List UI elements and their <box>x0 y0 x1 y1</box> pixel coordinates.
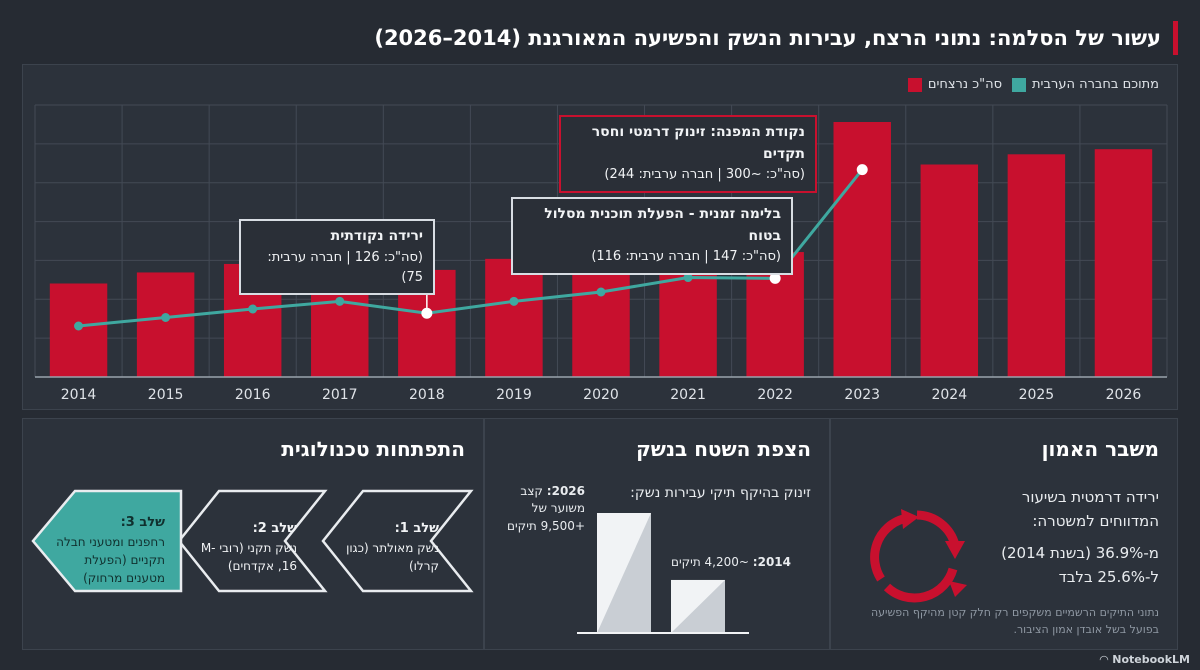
weapons-chart <box>577 513 749 634</box>
weapons-label-2014: 2014: ~4,200 תיקים <box>671 555 791 569</box>
page-title: עשור של הסלמה: נתוני הרצח, עבירות הנשק ו… <box>374 26 1161 50</box>
weapons-2014-text: ~4,200 תיקים <box>671 555 749 569</box>
x-tick-label: 2017 <box>322 387 358 403</box>
header-accent-bar <box>1173 21 1178 55</box>
x-tick-label: 2025 <box>1019 387 1055 403</box>
point-arab-2016 <box>248 304 258 314</box>
callout-brake-title: בלימה זמנית - הפעלת תוכנית מסלול בטוח <box>544 206 781 244</box>
chart-legend: סה"כ נרצחים מתוכם בחברה הערבית <box>907 77 1159 92</box>
chart-panel: 2014 2015 2016 2017 2018 2019 2020 2021 2022 2023… <box>22 64 1178 410</box>
brand-icon: ◠ <box>1099 653 1109 666</box>
trust-line1: ירידה דרמטית בשיעור המדווחים למשטרה: <box>1021 488 1159 530</box>
header: עשור של הסלמה: נתוני הרצח, עבירות הנשק ו… <box>22 18 1178 58</box>
callout-turning-title: נקודת המפנה: זינוק דרמטי וחסר תקדים <box>591 124 805 162</box>
stage1-arrow-icon <box>321 489 474 593</box>
tech-title: התפתחות טכנולוגית <box>281 437 465 461</box>
point-arab-2019 <box>509 296 519 306</box>
point-arab-2021 <box>683 273 693 283</box>
x-tick-label: 2015 <box>148 387 184 403</box>
x-tick-label: 2018 <box>409 387 445 403</box>
line-arab-series <box>78 168 864 328</box>
stage2-arrow-icon <box>177 489 328 593</box>
x-tick-label: 2016 <box>235 387 271 403</box>
bar-total-2026 <box>1094 149 1153 377</box>
legend-label-arab: מתוכם בחברה הערבית <box>1032 77 1159 92</box>
stage3-text: שלב 3: רחפנים ומטעני חבלה תקניים (הפעלת … <box>47 513 165 587</box>
x-tick-label: 2023 <box>844 387 880 403</box>
callout-turning-text: (סה"כ: ~300 | חברה ערבית: 244) <box>604 167 805 183</box>
point-arab-2015 <box>161 313 171 322</box>
legend-swatch-red <box>907 77 922 92</box>
point-arab-2020 <box>596 287 606 297</box>
trust-line2: מ-36.9% (בשנת 2014) ל-25.6% בלבד <box>1001 544 1159 586</box>
legend-swatch-teal <box>1012 77 1027 92</box>
cycle-arrows-icon <box>870 509 967 603</box>
stage2-desc: נשק תקני (רובי M-16, אקדחים) <box>200 540 297 573</box>
panel-trust-crisis: משבר האמון ירידה דרמטית בשיעור המדווחים … <box>830 418 1178 650</box>
stage2-text: שלב 2: נשק תקני (רובי M-16, אקדחים) <box>193 519 297 575</box>
x-tick-label: 2021 <box>670 387 706 403</box>
stage2-label: שלב 2: <box>252 521 297 536</box>
callout-drop-text: (סה"כ: 126 | חברה ערבית: 75) <box>267 249 423 285</box>
stage1-text: שלב 1: נשק מאולתר (כגון קרלו) <box>339 519 439 575</box>
bar-total-2024 <box>920 164 979 377</box>
point-arab-2014 <box>74 321 84 331</box>
stage3-arrow-icon <box>31 489 183 593</box>
bar-total-2015 <box>136 272 195 377</box>
legend-item-arab: מתוכם בחברה הערבית <box>1012 77 1159 92</box>
brand-name: NotebookLM <box>1112 653 1190 666</box>
weapons-2026-year: 2026: <box>546 484 585 498</box>
point-arab-2017 <box>335 296 345 306</box>
panel-weapons: הצפת השטח בנשק זינוק בהיקף תיקי עבירות נ… <box>484 418 830 650</box>
point-arab-2023 <box>856 164 868 176</box>
legend-item-total: סה"כ נרצחים <box>907 77 1003 92</box>
brand-logo: ◠ NotebookLM <box>1100 653 1190 666</box>
callout-brake: בלימה זמנית - הפעלת תוכנית מסלול בטוח (ס… <box>511 197 793 275</box>
x-tick-label: 2024 <box>931 387 967 403</box>
callout-brake-text: (סה"כ: 147 | חברה ערבית: 116) <box>591 249 781 265</box>
trust-note: נתוני התיקים הרשמיים משקפים רק חלק קטן מ… <box>870 606 1159 636</box>
weapons-label-2026: 2026: קצב משוער של +9,500 תיקים <box>507 483 585 535</box>
callout-drop-title: ירידה נקודתית <box>330 228 423 244</box>
bar-total-2025 <box>1007 154 1066 377</box>
trust-body: ירידה דרמטית בשיעור המדווחים למשטרה: מ-3… <box>989 485 1159 589</box>
weapons-2026-text: קצב משוער של +9,500 תיקים <box>507 484 585 533</box>
weapons-bar-2026-shade <box>597 513 651 633</box>
bar-total-2023 <box>833 122 891 377</box>
x-tick-label: 2026 <box>1106 387 1142 403</box>
x-tick-label: 2014 <box>61 387 97 403</box>
weapons-title: הצפת השטח בנשק <box>636 437 811 461</box>
bar-total-2019 <box>485 258 543 377</box>
tech-arrows <box>31 489 474 593</box>
x-tick-label: 2019 <box>496 387 532 403</box>
legend-label-total: סה"כ נרצחים <box>927 77 1003 92</box>
stage3-label: שלב 3: <box>120 515 165 530</box>
weapons-subtitle: זינוק בהיקף תיקי עבירות נשק: <box>630 485 811 501</box>
callout-turning-point: נקודת המפנה: זינוק דרמטי וחסר תקדים (סה"… <box>559 115 817 193</box>
stage3-desc: רחפנים ומטעני חבלה תקניים (הפעלת מטענים … <box>56 534 165 585</box>
stage1-label: שלב 1: <box>394 521 439 536</box>
callout-drop: ירידה נקודתית (סה"כ: 126 | חברה ערבית: 7… <box>239 219 435 295</box>
x-tick-label: 2022 <box>757 387 793 403</box>
weapons-2014-year: 2014: <box>752 555 792 569</box>
trust-title: משבר האמון <box>1041 437 1159 461</box>
homicide-chart: 2014 2015 2016 2017 2018 2019 2020 2021 2022 2023… <box>34 104 1168 403</box>
x-tick-label: 2020 <box>583 387 619 403</box>
panel-tech-evolution: התפתחות טכנולוגית שלב 1: נשק מאולתר (כגו… <box>22 418 484 650</box>
stage1-desc: נשק מאולתר (כגון קרלו) <box>346 540 439 573</box>
